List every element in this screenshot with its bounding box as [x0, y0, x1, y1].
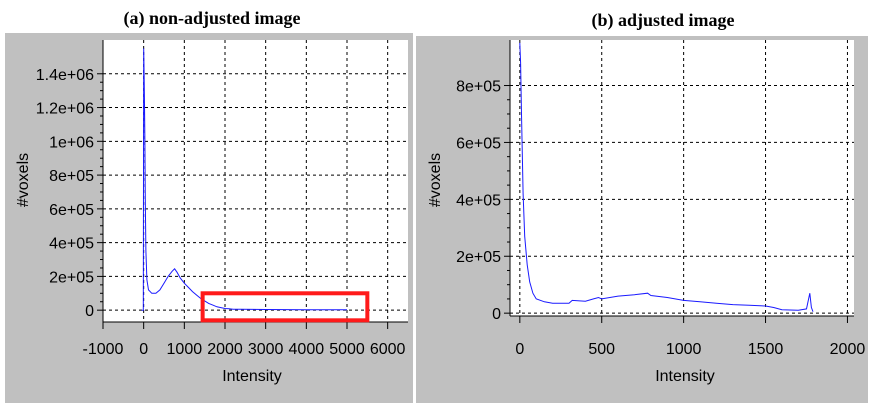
caption-right: (b) adjusted image [592, 10, 735, 31]
x-tick-label-left: 4000 [289, 341, 325, 358]
caption-left: (a) non-adjusted image [123, 8, 300, 29]
histogram-line-left [141, 48, 348, 311]
y-tick-label-right: 4e+05 [456, 192, 501, 209]
x-tick-label-left: 2000 [207, 341, 243, 358]
x-tick-label-left: 5000 [329, 341, 365, 358]
x-tick-label-right: 500 [588, 341, 615, 358]
y-tick-label-left: 6e+05 [49, 202, 94, 219]
y-tick-label-left: 1.2e+06 [36, 101, 94, 118]
x-tick-label-right: 1000 [666, 341, 702, 358]
y-tick-label-left: 1e+06 [49, 134, 94, 151]
x-tick-label-left: 1000 [167, 341, 203, 358]
y-axis-label-left: #voxels [15, 153, 32, 207]
histogram-line-right [519, 42, 814, 312]
x-axis-label-right: Intensity [655, 368, 715, 385]
plot-area-left [103, 40, 408, 322]
x-axis-label-left: Intensity [222, 368, 282, 385]
x-tick-label-right: 0 [515, 341, 524, 358]
highlight-box [200, 291, 370, 323]
x-tick-label-left: -1000 [83, 341, 124, 358]
y-tick-label-left: 1.4e+06 [36, 67, 94, 84]
y-axis-label-right: #voxels [427, 153, 444, 207]
x-tick-label-right: 1500 [748, 341, 784, 358]
x-tick-label-left: 0 [139, 341, 148, 358]
y-tick-label-left: 4e+05 [49, 236, 94, 253]
panel-right: 0 500 1000 1500 2000 0 2e+05 4e+05 6e+05 8e+05 In… [416, 36, 868, 403]
plot-area-right [510, 40, 854, 316]
y-tick-label-right: 0 [492, 306, 501, 323]
y-tick-label-right: 6e+05 [456, 135, 501, 152]
y-tick-label-right: 2e+05 [456, 249, 501, 266]
x-tick-label-left: 3000 [248, 341, 284, 358]
y-tick-label-left: 0 [85, 303, 94, 320]
x-tick-label-left: 6000 [370, 341, 406, 358]
x-tick-label-right: 2000 [830, 341, 866, 358]
y-tick-label-right: 8e+05 [456, 79, 501, 96]
y-tick-label-left: 8e+05 [49, 168, 94, 185]
y-tick-label-left: 2e+05 [49, 269, 94, 286]
panel-left: -1000 0 1000 2000 3000 4000 5000 6000 0 2e+05 4e+0… [5, 33, 413, 403]
